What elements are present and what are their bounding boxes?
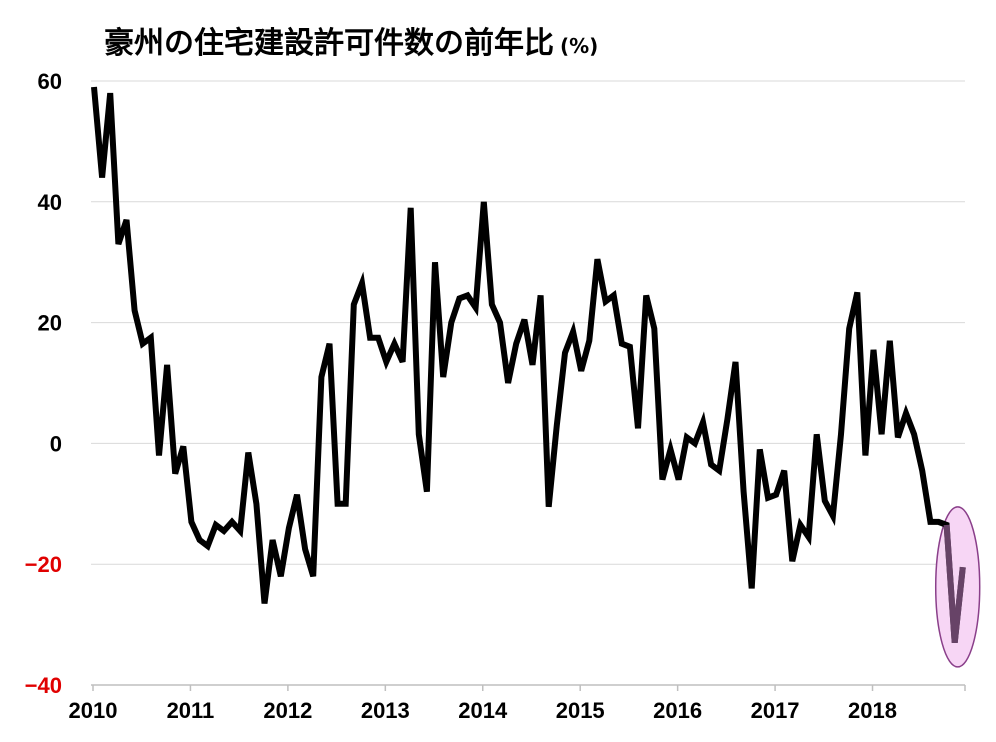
x-tick-label: 2013 <box>361 698 410 723</box>
x-tick-label: 2011 <box>167 698 215 723</box>
series-line <box>91 86 966 644</box>
y-tick-label: 40 <box>38 190 62 215</box>
x-tick-label: 2010 <box>69 698 118 723</box>
y-tick-label: 20 <box>38 311 62 336</box>
chart-title: 豪州の住宅建設許可件数の前年比 (%) <box>104 18 598 62</box>
y-tick-label: 0 <box>50 431 62 456</box>
y-tick-label: −20 <box>25 552 62 577</box>
y-axis-ticks: 60 40 20 0 −20 −40 <box>25 69 62 698</box>
x-tick-label: 2014 <box>458 698 508 723</box>
x-tick-label: 2017 <box>751 698 800 723</box>
y-tick-label: −40 <box>25 673 62 698</box>
x-tick-label: 2018 <box>848 698 897 723</box>
chart-title-text: 豪州の住宅建設許可件数の前年比 <box>104 26 554 61</box>
series-group <box>91 86 966 644</box>
x-tick-label: 2012 <box>263 698 312 723</box>
x-tick-label: 2015 <box>556 698 605 723</box>
x-tick-label: 2016 <box>653 698 702 723</box>
x-axis: 2010 2011 2012 2013 2014 2015 2016 2017 2018 <box>69 684 966 723</box>
highlighted-segment <box>943 524 966 644</box>
chart-unit: (%) <box>560 34 599 58</box>
y-tick-label: 60 <box>38 69 62 94</box>
